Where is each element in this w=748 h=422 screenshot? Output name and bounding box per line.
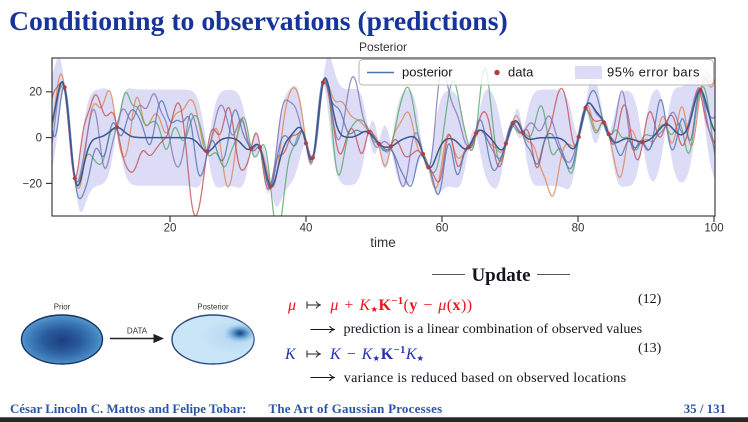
svg-text:Posterior: Posterior (359, 40, 407, 54)
svg-text:20: 20 (29, 87, 42, 99)
svg-text:95% error bars: 95% error bars (607, 65, 700, 80)
svg-text:data: data (508, 65, 534, 80)
svg-text:DATA: DATA (127, 327, 148, 336)
svg-text:80: 80 (572, 223, 585, 235)
svg-text:0: 0 (36, 133, 42, 145)
svg-text:Prior: Prior (54, 303, 71, 312)
svg-text:20: 20 (164, 223, 177, 235)
svg-text:time: time (370, 235, 396, 250)
svg-text:Posterior: Posterior (197, 303, 229, 312)
svg-text:100: 100 (704, 223, 723, 235)
svg-text:−20: −20 (22, 178, 42, 190)
svg-text:40: 40 (300, 223, 313, 235)
svg-text:60: 60 (436, 223, 449, 235)
svg-text:posterior: posterior (402, 65, 453, 80)
